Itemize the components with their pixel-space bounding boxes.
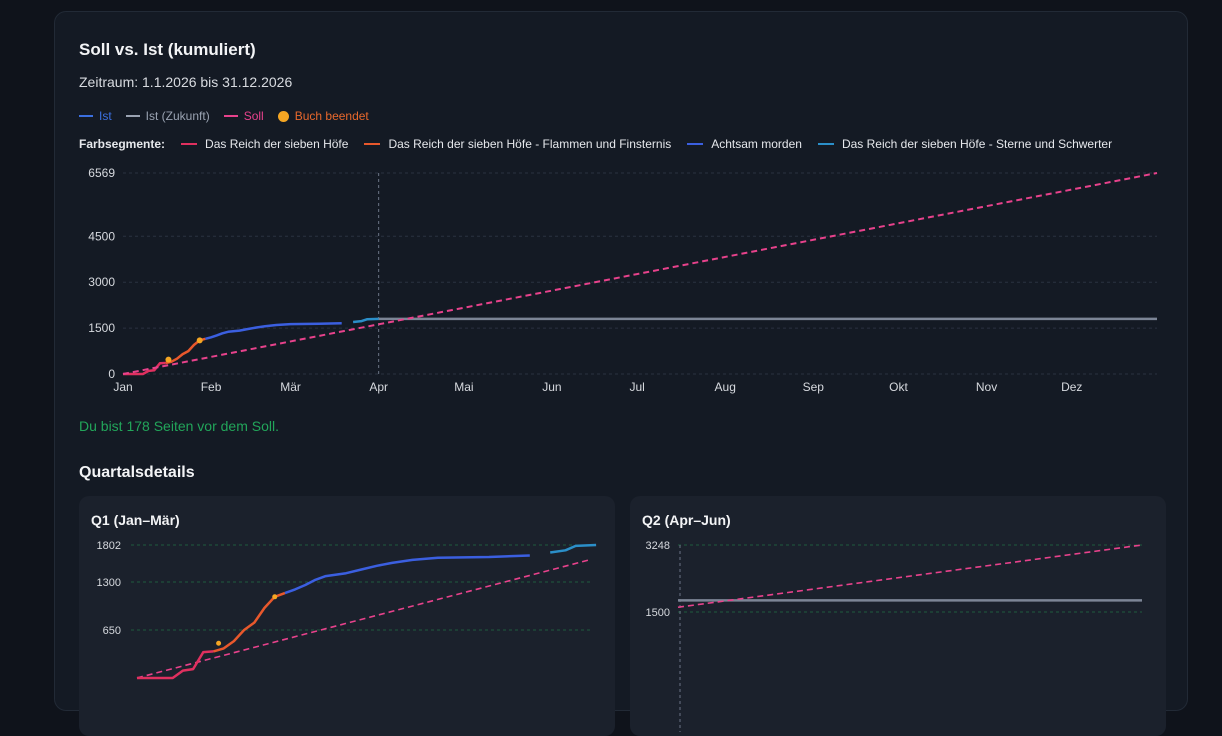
legend-item-ist-future[interactable]: Ist (Zukunft) <box>125 109 210 123</box>
series-ist-segment <box>123 361 166 376</box>
series-ist-segment <box>213 591 286 653</box>
page-title: Soll vs. Ist (kumuliert) <box>79 40 256 59</box>
segments-heading: Farbsegmente: <box>79 137 166 151</box>
segment-swatch <box>817 143 834 145</box>
marker-dot-icon <box>277 110 289 122</box>
series-ist-segment <box>205 321 342 341</box>
legend-swatch <box>223 115 238 117</box>
y-tick-label: 3248 <box>646 540 670 552</box>
legend-item-ist[interactable]: Ist <box>79 109 112 123</box>
x-tick-label: Nov <box>976 380 997 394</box>
segment-swatch <box>364 143 381 145</box>
y-tick-label: 0 <box>108 367 115 381</box>
legend-label: Soll <box>243 109 264 123</box>
x-tick-label: Feb <box>201 380 222 394</box>
segment-item: Achtsam morden <box>687 137 802 151</box>
y-tick-label: 1300 <box>97 577 121 589</box>
book-finished-marker <box>272 594 278 600</box>
segment-item: Das Reich der sieben Höfe <box>181 137 348 151</box>
q1-title: Q1 (Jan–Mär) <box>91 512 180 528</box>
q2-chart: 1500 3248 <box>646 540 1143 732</box>
y-tick-label: 1500 <box>88 321 115 335</box>
y-tick-label: 1500 <box>646 607 670 619</box>
x-tick-label: Jan <box>113 380 132 394</box>
legend-item-buch-beendet[interactable]: Buch beendet <box>277 109 369 123</box>
x-tick-label: Mai <box>454 380 473 394</box>
series-ist-segment <box>550 543 597 554</box>
q2-card: Q2 (Apr–Jun) 1500 3248 <box>630 496 1166 736</box>
x-tick-label: Aug <box>715 380 736 394</box>
y-tick-label: 6569 <box>88 166 115 180</box>
segment-label: Das Reich der sieben Höfe - Sterne und S… <box>841 137 1113 151</box>
legend: Ist Ist (Zukunft) Soll Buch beendet <box>79 109 383 123</box>
y-tick-label: 3000 <box>88 275 115 289</box>
book-finished-marker <box>165 356 172 363</box>
segment-label: Achtsam morden <box>711 137 802 151</box>
legend-swatch <box>125 115 140 117</box>
series-soll <box>136 558 592 679</box>
segment-swatch <box>181 143 198 145</box>
segment-label: Das Reich der sieben Höfe <box>205 137 349 151</box>
y-tick-label: 4500 <box>88 229 115 243</box>
book-finished-marker <box>216 640 222 646</box>
series-soll <box>677 544 1143 609</box>
x-tick-label: Dez <box>1061 380 1082 394</box>
cumulative-line-chart: 0 1500 3000 4500 6569 Jan Feb Mär Apr Mai Jun Jul Au… <box>88 166 1158 394</box>
q1-chart: 650 1300 1802 <box>97 540 597 680</box>
legend-item-soll[interactable]: Soll <box>223 109 264 123</box>
chart-panel: Soll vs. Ist (kumuliert) Zeitraum: 1.1.2… <box>54 11 1188 736</box>
legend-label: Buch beendet <box>294 109 369 123</box>
book-finished-marker <box>196 337 203 344</box>
date-range: Zeitraum: 1.1.2026 bis 31.12.2026 <box>79 74 293 90</box>
series-soll <box>122 172 1158 375</box>
legend-label: Ist (Zukunft) <box>145 109 210 123</box>
series-ist-segment <box>352 317 379 324</box>
q1-card: Q1 (Jan–Mär) 650 1300 1802 <box>79 496 615 736</box>
x-tick-label: Mär <box>280 380 301 394</box>
q2-title: Q2 (Apr–Jun) <box>642 512 731 528</box>
legend-label: Ist <box>99 109 112 123</box>
x-tick-label: Jun <box>542 380 561 394</box>
segment-swatch <box>687 143 704 145</box>
segment-label: Das Reich der sieben Höfe - Flammen und … <box>388 137 672 151</box>
segment-item: Das Reich der sieben Höfe - Sterne und S… <box>817 137 1113 151</box>
y-tick-label: 650 <box>103 625 121 637</box>
legend-swatch <box>79 115 93 117</box>
color-segments: Farbsegmente: Das Reich der sieben Höfe … <box>79 137 1128 151</box>
section-title: Quartalsdetails <box>79 464 195 481</box>
status-message: Du bist 178 Seiten vor dem Soll. <box>79 418 279 434</box>
x-tick-label: Apr <box>369 380 388 394</box>
y-tick-label: 1802 <box>97 540 121 552</box>
segment-item: Das Reich der sieben Höfe - Flammen und … <box>364 137 671 151</box>
series-ist-segment <box>284 554 530 595</box>
x-tick-label: Sep <box>803 380 825 394</box>
x-tick-label: Okt <box>889 380 908 394</box>
x-tick-label: Jul <box>629 380 644 394</box>
